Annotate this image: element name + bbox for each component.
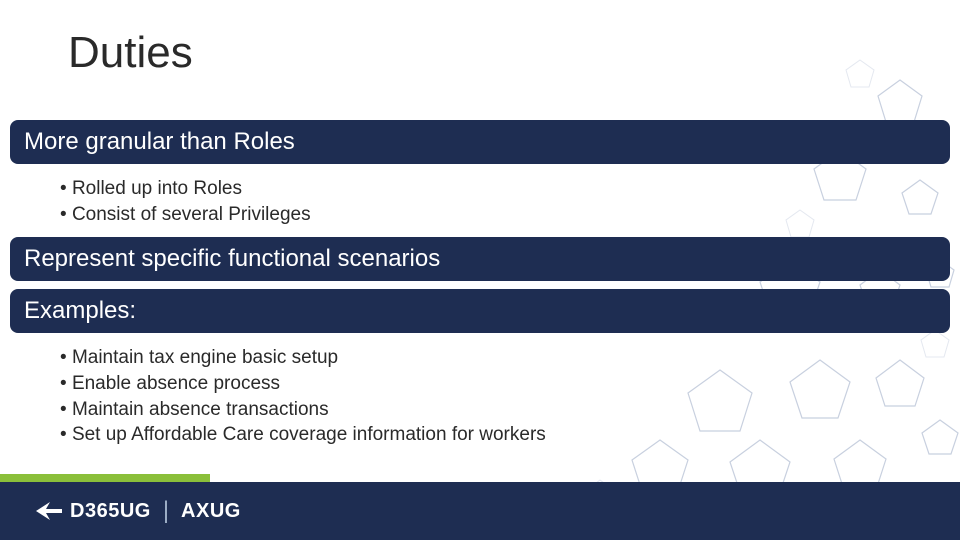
slide-title: Duties	[68, 28, 193, 78]
arrow-icon	[36, 502, 62, 520]
footer-logo: D365UG | AXUG	[36, 497, 241, 525]
list-item: Maintain tax engine basic setup	[60, 345, 950, 371]
logo-separator: |	[159, 497, 173, 525]
section-heading-2: Examples:	[10, 289, 950, 333]
content-area: More granular than Roles Rolled up into …	[10, 120, 950, 458]
section-list-2: Maintain tax engine basic setup Enable a…	[10, 339, 950, 458]
list-item: Maintain absence transactions	[60, 397, 950, 423]
list-item: Consist of several Privileges	[60, 202, 950, 228]
list-item: Enable absence process	[60, 371, 950, 397]
list-item: Rolled up into Roles	[60, 176, 950, 202]
section-list-0: Rolled up into Roles Consist of several …	[10, 170, 950, 237]
logo-text-2: AXUG	[181, 500, 241, 523]
logo-text-1: D365UG	[70, 500, 151, 523]
section-heading-0: More granular than Roles	[10, 120, 950, 164]
section-heading-1: Represent specific functional scenarios	[10, 237, 950, 281]
accent-strip	[0, 474, 210, 482]
list-item: Set up Affordable Care coverage informat…	[60, 422, 950, 448]
footer: D365UG | AXUG	[0, 482, 960, 540]
slide: Duties More granular than Roles Rolled u…	[0, 0, 960, 540]
